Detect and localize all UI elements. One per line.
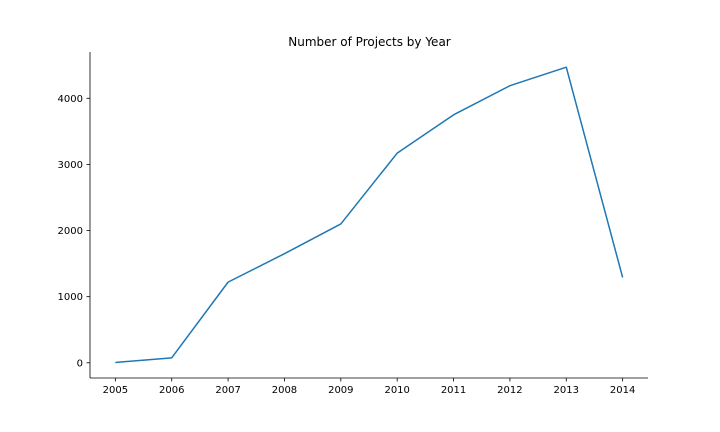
y-tick-label: 0 (77, 358, 83, 369)
y-axis: 0 1000 2000 3000 4000 (58, 94, 90, 369)
x-tick-label: 2011 (441, 385, 466, 396)
x-axis: 2005 2006 2007 2008 2009 2010 2011 2012 2013 2014 (103, 378, 635, 396)
y-tick-label: 1000 (58, 292, 83, 303)
y-tick-label: 4000 (58, 94, 83, 105)
x-tick-label: 2005 (103, 385, 128, 396)
chart-title: Number of Projects by Year (288, 35, 451, 49)
x-tick-label: 2008 (272, 385, 297, 396)
series-line (115, 66, 624, 364)
x-tick-label: 2006 (159, 385, 184, 396)
x-tick-label: 2013 (554, 385, 579, 396)
x-tick-label: 2007 (215, 385, 240, 396)
axes-spines (89, 52, 648, 379)
x-tick-label: 2009 (328, 385, 353, 396)
y-tick-label: 3000 (58, 160, 83, 171)
series-layer (115, 66, 624, 364)
x-tick-label: 2014 (610, 385, 635, 396)
x-tick-label: 2012 (497, 385, 522, 396)
x-tick-label: 2010 (384, 385, 409, 396)
y-tick-label: 2000 (58, 226, 83, 237)
